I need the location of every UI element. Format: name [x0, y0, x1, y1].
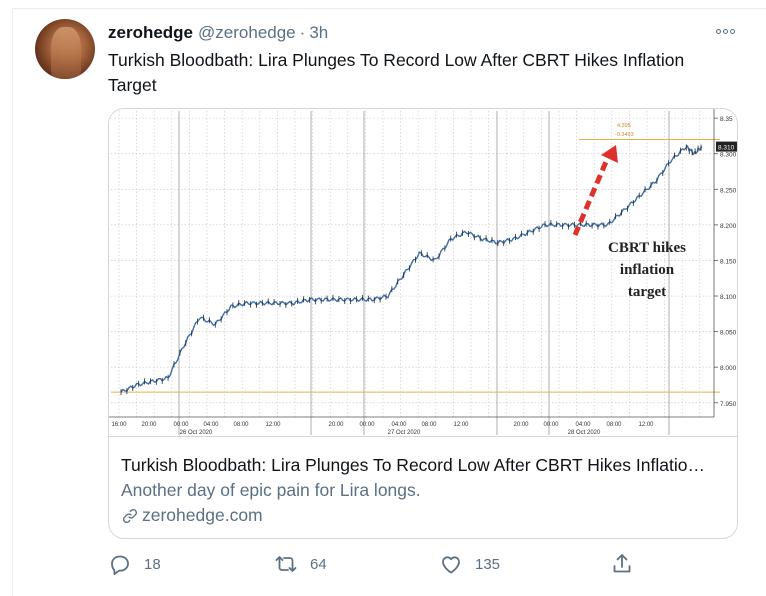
card-image[interactable]: 8.35 8.300 8.250 8.200 8.150 8.100 8.050 8.000 7… [109, 109, 737, 437]
y-tick-label: 8.050 [720, 330, 737, 337]
x-tick-label: 20:00 [513, 422, 529, 428]
current-value-box [716, 141, 737, 152]
x-tick-label: 08:00 [421, 422, 437, 428]
x-tick-label: 00:00 [173, 422, 189, 428]
y-tick-label: 8.250 [720, 187, 737, 194]
x-tick-label: 04:00 [391, 422, 407, 428]
tweet-timestamp[interactable]: 3h [309, 23, 329, 42]
x-tick-label: 12:00 [453, 422, 469, 428]
like-icon [442, 556, 460, 574]
tweet-text: Turkish Bloodbath: Lira Plunges To Recor… [108, 50, 685, 95]
y-tick-label: 8.35 [720, 116, 733, 123]
trend-arrow [572, 156, 611, 236]
y-tick-label: 8.300 [720, 152, 737, 159]
annotation-text: CBRT hikes [608, 240, 686, 256]
price-line [120, 145, 703, 393]
card-domain: zerohedge.com [121, 505, 263, 526]
author-name[interactable]: zerohedge [108, 23, 194, 42]
like-count: 135 [475, 555, 501, 573]
x-date-label: 28 Oct 2020 [568, 430, 601, 436]
annotation-text: target [628, 284, 666, 300]
timeline-border [12, 8, 13, 596]
annotation-text: inflation [620, 262, 675, 278]
link-card[interactable]: 8.35 8.300 8.250 8.200 8.150 8.100 8.050 8.000 7… [108, 108, 738, 539]
x-tick-label: 04:00 [203, 422, 219, 428]
x-tick-label: 12:00 [265, 422, 281, 428]
y-tick-label: 8.000 [720, 365, 737, 372]
x-tick-label: 08:00 [606, 422, 622, 428]
card-description: Another day of epic pain for Lira longs. [121, 480, 421, 500]
x-date-label: 27 Oct 2020 [388, 430, 421, 436]
x-date-label: 26 Oct 2020 [180, 430, 213, 436]
more-icon[interactable] [714, 24, 736, 38]
avatar[interactable] [35, 19, 95, 79]
top-label: -0.3493 [615, 132, 634, 138]
link-icon [122, 508, 138, 523]
like-button[interactable]: 135 [439, 552, 500, 576]
separator-dot: · [299, 23, 306, 42]
retweet-button[interactable]: 64 [274, 552, 327, 576]
card-title: Turkish Bloodbath: Lira Plunges To Recor… [121, 455, 705, 475]
x-tick-label: 08:00 [233, 422, 249, 428]
x-tick-label: 20:00 [141, 422, 157, 428]
y-tick-label: 8.150 [720, 258, 737, 265]
tweet-header: zerohedge @zerohedge · 3h [108, 22, 328, 44]
retweet-icon [275, 556, 297, 572]
current-value-label: 8.310 [718, 145, 735, 152]
x-tick-label: 00:00 [543, 422, 559, 428]
reply-button[interactable]: 18 [108, 552, 161, 576]
retweet-count: 64 [310, 555, 327, 573]
y-tick-label: 8.200 [720, 223, 737, 230]
reply-count: 18 [144, 555, 161, 573]
lira-chart: 8.35 8.300 8.250 8.200 8.150 8.100 8.050 8.000 7… [109, 109, 737, 436]
reply-icon [111, 555, 129, 575]
x-tick-label: 12:00 [638, 422, 654, 428]
x-tick-label: 16:00 [111, 422, 127, 428]
x-tick-label: 00:00 [359, 422, 375, 428]
share-button[interactable] [610, 552, 634, 576]
y-tick-label: 7.950 [720, 401, 737, 408]
trend-arrow-head [601, 145, 618, 163]
y-tick-label: 8.100 [720, 294, 737, 301]
share-icon [613, 554, 631, 573]
x-tick-label: 20:00 [328, 422, 344, 428]
top-label: 4.395 [617, 123, 631, 129]
timeline-divider [12, 8, 766, 9]
tweet-actions: 18 64 135 [108, 552, 638, 578]
card-domain-text: zerohedge.com [142, 505, 263, 525]
x-tick-label: 04:00 [575, 422, 591, 428]
author-handle[interactable]: @zerohedge [198, 23, 296, 42]
